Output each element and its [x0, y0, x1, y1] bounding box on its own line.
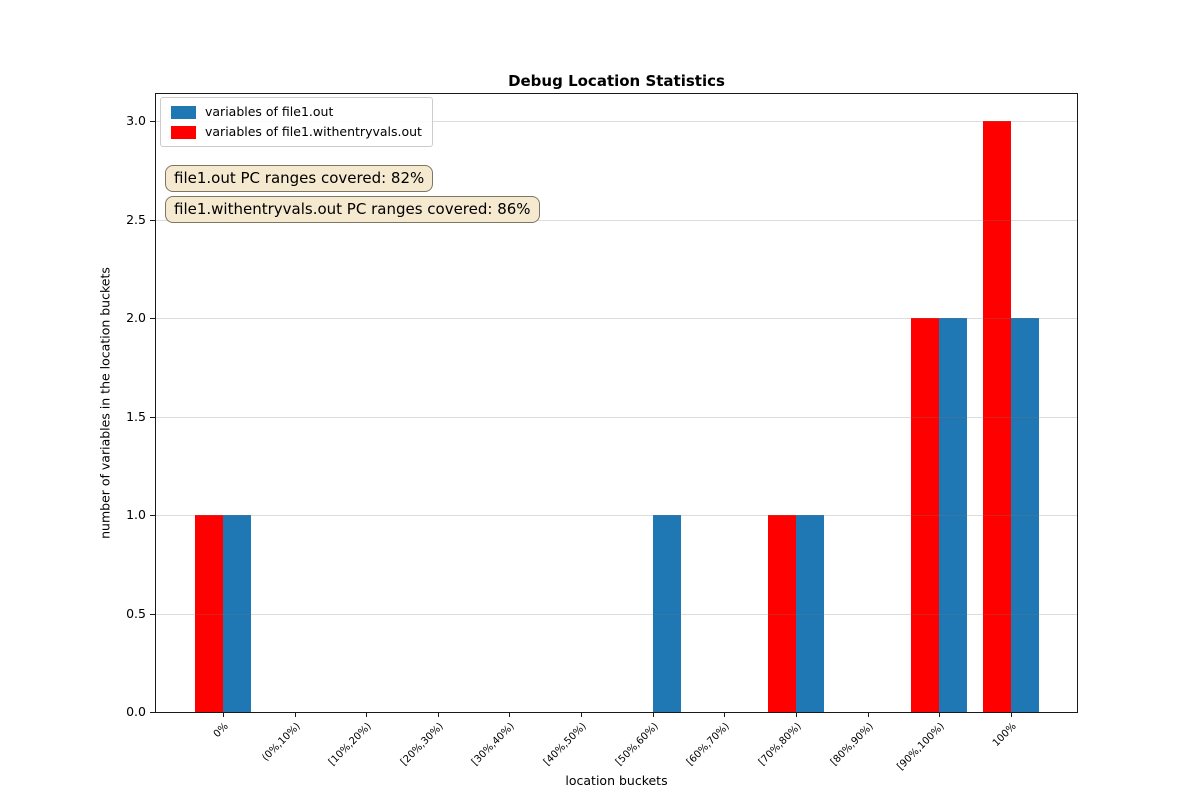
- legend-item-label: variables of file1.out: [205, 104, 334, 119]
- y-tick-label: 0.0: [126, 704, 146, 719]
- legend-item-label: variables of file1.withentryvals.out: [205, 124, 422, 139]
- bar: [1010, 318, 1039, 712]
- legend-item: variables of file1.out: [171, 105, 422, 119]
- y-tick-label: 0.5: [126, 605, 146, 621]
- y-axis-label: number of variables in the location buck…: [97, 267, 113, 539]
- y-tick-mark: [150, 318, 155, 319]
- x-tick-mark: [509, 712, 511, 717]
- x-tick-mark: [366, 712, 368, 717]
- x-tick-label: [60%,70%): [685, 721, 733, 768]
- x-tick-mark: [939, 712, 941, 717]
- x-axis-label: location buckets: [565, 773, 668, 788]
- x-tick-mark: [437, 712, 439, 717]
- x-tick-label: (0%,10%): [259, 721, 303, 764]
- legend-item: variables of file1.withentryvals.out: [171, 125, 422, 139]
- y-tick-label: 1.5: [126, 408, 146, 424]
- x-tick-label: [50%,60%): [613, 721, 661, 768]
- annotation-file1-coverage: file1.out PC ranges covered: 82%: [165, 165, 434, 192]
- x-tick-mark: [795, 712, 797, 717]
- bar: [652, 515, 681, 712]
- bar: [795, 515, 824, 712]
- y-tick-label: 2.5: [126, 211, 146, 227]
- legend-swatch-icon: [171, 105, 196, 119]
- x-tick-label: [80%,90%): [828, 721, 876, 768]
- gridline: [156, 613, 1077, 615]
- gridline: [156, 219, 1077, 221]
- legend: variables of file1.out variables of file1…: [160, 97, 433, 147]
- y-tick-label: 2.0: [126, 310, 146, 325]
- y-tick-mark: [150, 712, 155, 713]
- y-tick-mark: [150, 416, 155, 418]
- x-tick-label: 100%: [990, 721, 1019, 749]
- bar: [911, 318, 940, 712]
- x-tick-label: [30%,40%): [470, 721, 518, 768]
- gridline: [156, 121, 1077, 122]
- x-tick-mark: [223, 712, 224, 717]
- x-tick-mark: [652, 712, 654, 717]
- bar: [223, 515, 251, 712]
- y-tick-label: 3.0: [126, 113, 146, 128]
- bar: [195, 515, 223, 712]
- chart-title: Debug Location Statistics: [508, 72, 725, 90]
- x-tick-label: [10%,20%): [327, 721, 375, 768]
- y-tick-mark: [150, 121, 155, 122]
- x-tick-mark: [867, 712, 869, 717]
- bar: [982, 121, 1011, 712]
- y-tick-mark: [150, 219, 155, 221]
- legend-swatch-icon: [171, 125, 196, 139]
- y-tick-mark: [150, 515, 155, 516]
- y-tick-mark: [150, 613, 155, 615]
- x-tick-label: [90%,100%): [895, 721, 947, 773]
- gridline: [156, 416, 1077, 418]
- x-tick-label: [70%,80%): [756, 721, 804, 768]
- y-tick-label: 1.0: [126, 507, 146, 522]
- gridline: [156, 515, 1077, 516]
- x-tick-label: [20%,30%): [398, 721, 446, 768]
- gridline: [156, 318, 1077, 319]
- x-tick-label: [40%,50%): [541, 721, 589, 768]
- x-tick-mark: [724, 712, 726, 717]
- x-tick-mark: [294, 712, 296, 717]
- bar: [767, 515, 796, 712]
- x-tick-label: 0%: [211, 721, 231, 741]
- bar: [939, 318, 968, 712]
- annotation-withentryvals-coverage: file1.withentryvals.out PC ranges covere…: [165, 196, 540, 223]
- x-tick-mark: [581, 712, 583, 717]
- x-tick-mark: [1010, 712, 1012, 717]
- plot-area: variables of file1.out variables of file1…: [126, 93, 1078, 772]
